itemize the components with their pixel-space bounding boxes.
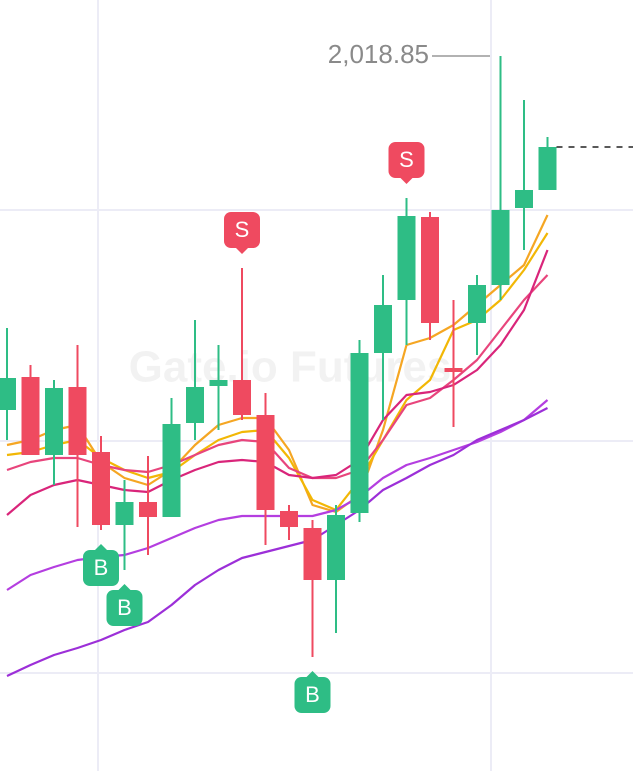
candle-body — [303, 528, 322, 580]
candle-body — [233, 380, 251, 415]
signal-pointer — [95, 544, 107, 550]
signal-box — [388, 142, 425, 178]
candle-body — [209, 380, 228, 386]
signal-label: S — [399, 147, 414, 172]
candle-body — [538, 147, 557, 190]
candle-body — [327, 515, 345, 580]
signal-label: B — [94, 555, 109, 580]
signal-pointer — [306, 671, 319, 677]
signal-badge: B — [294, 671, 331, 713]
signal-label: S — [235, 217, 250, 242]
watermark: Gate.io Futures — [129, 343, 452, 392]
candle-body — [468, 285, 486, 323]
signal-badge: B — [106, 584, 143, 626]
candle-body — [421, 217, 439, 323]
candle-body — [0, 378, 16, 410]
candle-body — [186, 387, 204, 423]
candle-body — [256, 415, 275, 510]
signal-pointer — [400, 178, 413, 184]
candle-body — [350, 353, 369, 513]
signal-pointer — [118, 584, 131, 590]
price-marker-label: 2,018.85 — [328, 39, 429, 69]
signal-box — [83, 550, 119, 586]
candle-body — [374, 305, 392, 353]
candle-body — [491, 210, 510, 285]
signal-box — [224, 212, 260, 248]
candle-body — [280, 511, 298, 527]
candle-body — [45, 388, 63, 455]
ma-line — [6, 407, 549, 677]
signal-badge: S — [388, 142, 425, 184]
candle-body — [162, 424, 181, 517]
signal-label: B — [305, 682, 320, 707]
signal-label: B — [117, 595, 132, 620]
candle-body — [21, 377, 40, 455]
candle-body — [115, 502, 134, 525]
candle-body — [515, 190, 533, 208]
candle-body — [92, 452, 110, 525]
signal-badge: B — [83, 544, 119, 586]
signal-badge: S — [224, 212, 260, 254]
candle-body — [397, 216, 416, 300]
candle-body — [68, 387, 87, 455]
signal-pointer — [236, 248, 248, 254]
candle-body — [139, 502, 157, 517]
signal-box — [106, 590, 143, 626]
candle-body — [444, 368, 463, 372]
signal-box — [294, 677, 331, 713]
